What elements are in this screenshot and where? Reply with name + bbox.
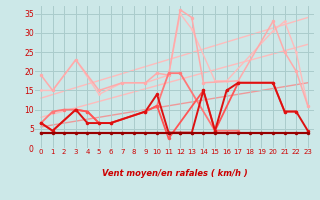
- X-axis label: Vent moyen/en rafales ( km/h ): Vent moyen/en rafales ( km/h ): [101, 169, 247, 178]
